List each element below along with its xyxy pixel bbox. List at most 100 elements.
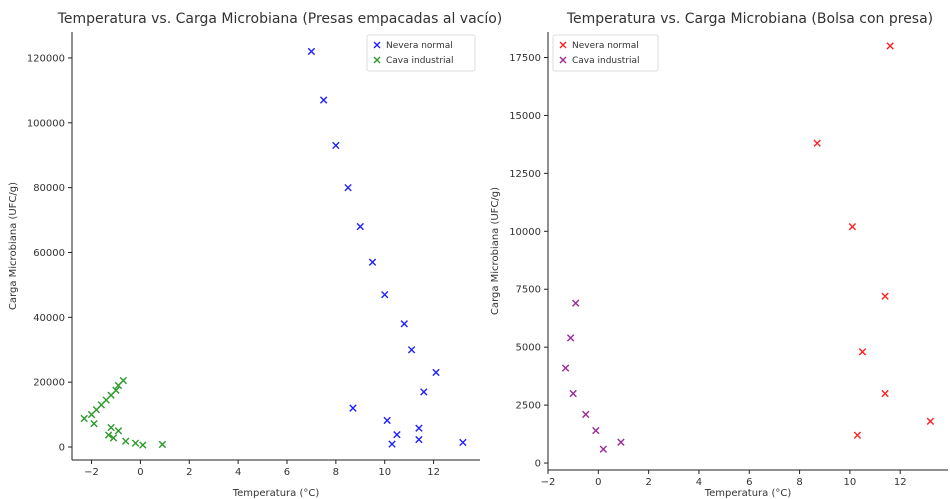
data-point [415,424,423,432]
data-point [114,427,123,435]
data-point [381,290,389,299]
y-ticks: 0 20000 40000 60000 80000 100000 120000 [27,53,72,454]
y-tick-label: 20000 [33,378,65,389]
x-tick-label: 2 [645,477,651,488]
chart-bolsa-presa: Temperatura vs. Carga Microbiana (Bolsa … [490,11,948,499]
data-point [858,348,867,356]
y-axis-label: Carga Microbiana (UFC/g) [8,182,19,310]
data-point [332,141,340,150]
data-point [107,423,115,432]
x-tick-label: 8 [333,467,339,478]
y-tick-label: 100000 [27,118,65,129]
y-tick-label: 40000 [33,313,65,324]
x-axis-label: Temperatura (°C) [232,488,320,499]
y-tick-label: 60000 [33,248,65,259]
legend: Nevera normal Cava industrial [552,34,659,72]
data-point [617,438,625,446]
legend-label: Cava industrial [386,56,454,66]
y-tick-label: 0 [59,443,65,454]
x-tick-label: 8 [796,477,802,488]
chart-presas-vacio: Temperatura vs. Carga Microbiana (Presas… [8,11,502,499]
data-point [881,292,889,300]
x-ticks: −2 0 2 4 6 8 10 12 [541,470,907,488]
x-tick-label: 4 [696,477,702,488]
x-tick-label: 12 [894,477,907,488]
data-point [112,386,120,394]
data-points [561,42,935,453]
data-point [848,222,857,231]
x-tick-label: 6 [284,467,290,478]
x-tick-label: 10 [844,477,857,488]
data-points [80,47,467,449]
chart-title: Temperatura vs. Carga Microbiana (Presas… [57,11,503,27]
y-tick-label: 5000 [516,343,541,354]
data-point [420,388,428,396]
data-point [569,389,577,398]
legend-marker [559,41,567,49]
y-tick-label: 17500 [509,53,541,64]
x-tick-label: 0 [137,467,143,478]
legend-label: Cava industrial [572,56,640,66]
y-tick-label: 120000 [27,53,65,64]
data-point [90,419,98,428]
y-tick-label: 80000 [33,183,65,194]
data-point [368,258,377,266]
x-tick-label: −2 [84,467,99,478]
x-tick-label: 10 [378,467,391,478]
legend-label: Nevera normal [572,41,639,51]
x-tick-label: 2 [186,467,192,478]
legend-entry-nevera: Nevera normal [373,41,453,51]
data-point [886,42,894,50]
data-point [561,364,570,372]
data-point [119,376,127,385]
data-point [926,417,935,426]
legend-label: Nevera normal [386,41,453,51]
legend-entry-cava: Cava industrial [559,56,640,66]
data-point [388,440,396,448]
data-point [158,440,167,449]
data-point [356,222,364,231]
x-ticks: −2 0 2 4 6 8 10 12 [84,460,440,478]
y-tick-label: 7500 [516,285,541,296]
legend-marker [373,41,381,49]
y-tick-label: 10000 [509,227,541,238]
data-point [813,139,821,147]
x-tick-label: 0 [595,477,601,488]
data-point [307,47,316,56]
data-point [344,183,352,192]
data-point [139,441,147,449]
x-axis-label: Temperatura (°C) [704,488,792,499]
data-point [109,434,118,442]
data-point [80,414,88,423]
data-point [122,437,130,445]
data-point [319,96,328,104]
legend-box [552,34,659,72]
data-point [592,426,600,435]
data-point [393,431,401,439]
data-point [400,320,408,328]
data-point [131,439,140,447]
y-tick-label: 12500 [509,169,541,180]
legend: Nevera normal Cava industrial [366,34,476,72]
y-tick-label: 2500 [516,401,541,412]
data-point [459,438,467,447]
y-tick-label: 15000 [509,111,541,122]
legend-box [366,34,476,72]
data-point [104,431,113,439]
legend-entry-nevera: Nevera normal [559,41,639,51]
data-point [407,346,416,354]
data-point [432,368,440,377]
data-point [571,299,580,307]
x-tick-label: 12 [427,467,440,478]
x-tick-label: −2 [541,477,556,488]
x-tick-label: 4 [235,467,241,478]
data-point [415,435,423,444]
legend-marker [559,56,567,64]
data-point [881,389,889,398]
data-point [582,410,590,419]
chart-title: Temperatura vs. Carga Microbiana (Bolsa … [566,11,933,27]
y-ticks: 0 2500 5000 7500 10000 12500 15000 17500 [509,53,548,470]
data-point [383,416,391,425]
y-tick-label: 0 [535,459,541,470]
x-tick-label: 6 [746,477,752,488]
